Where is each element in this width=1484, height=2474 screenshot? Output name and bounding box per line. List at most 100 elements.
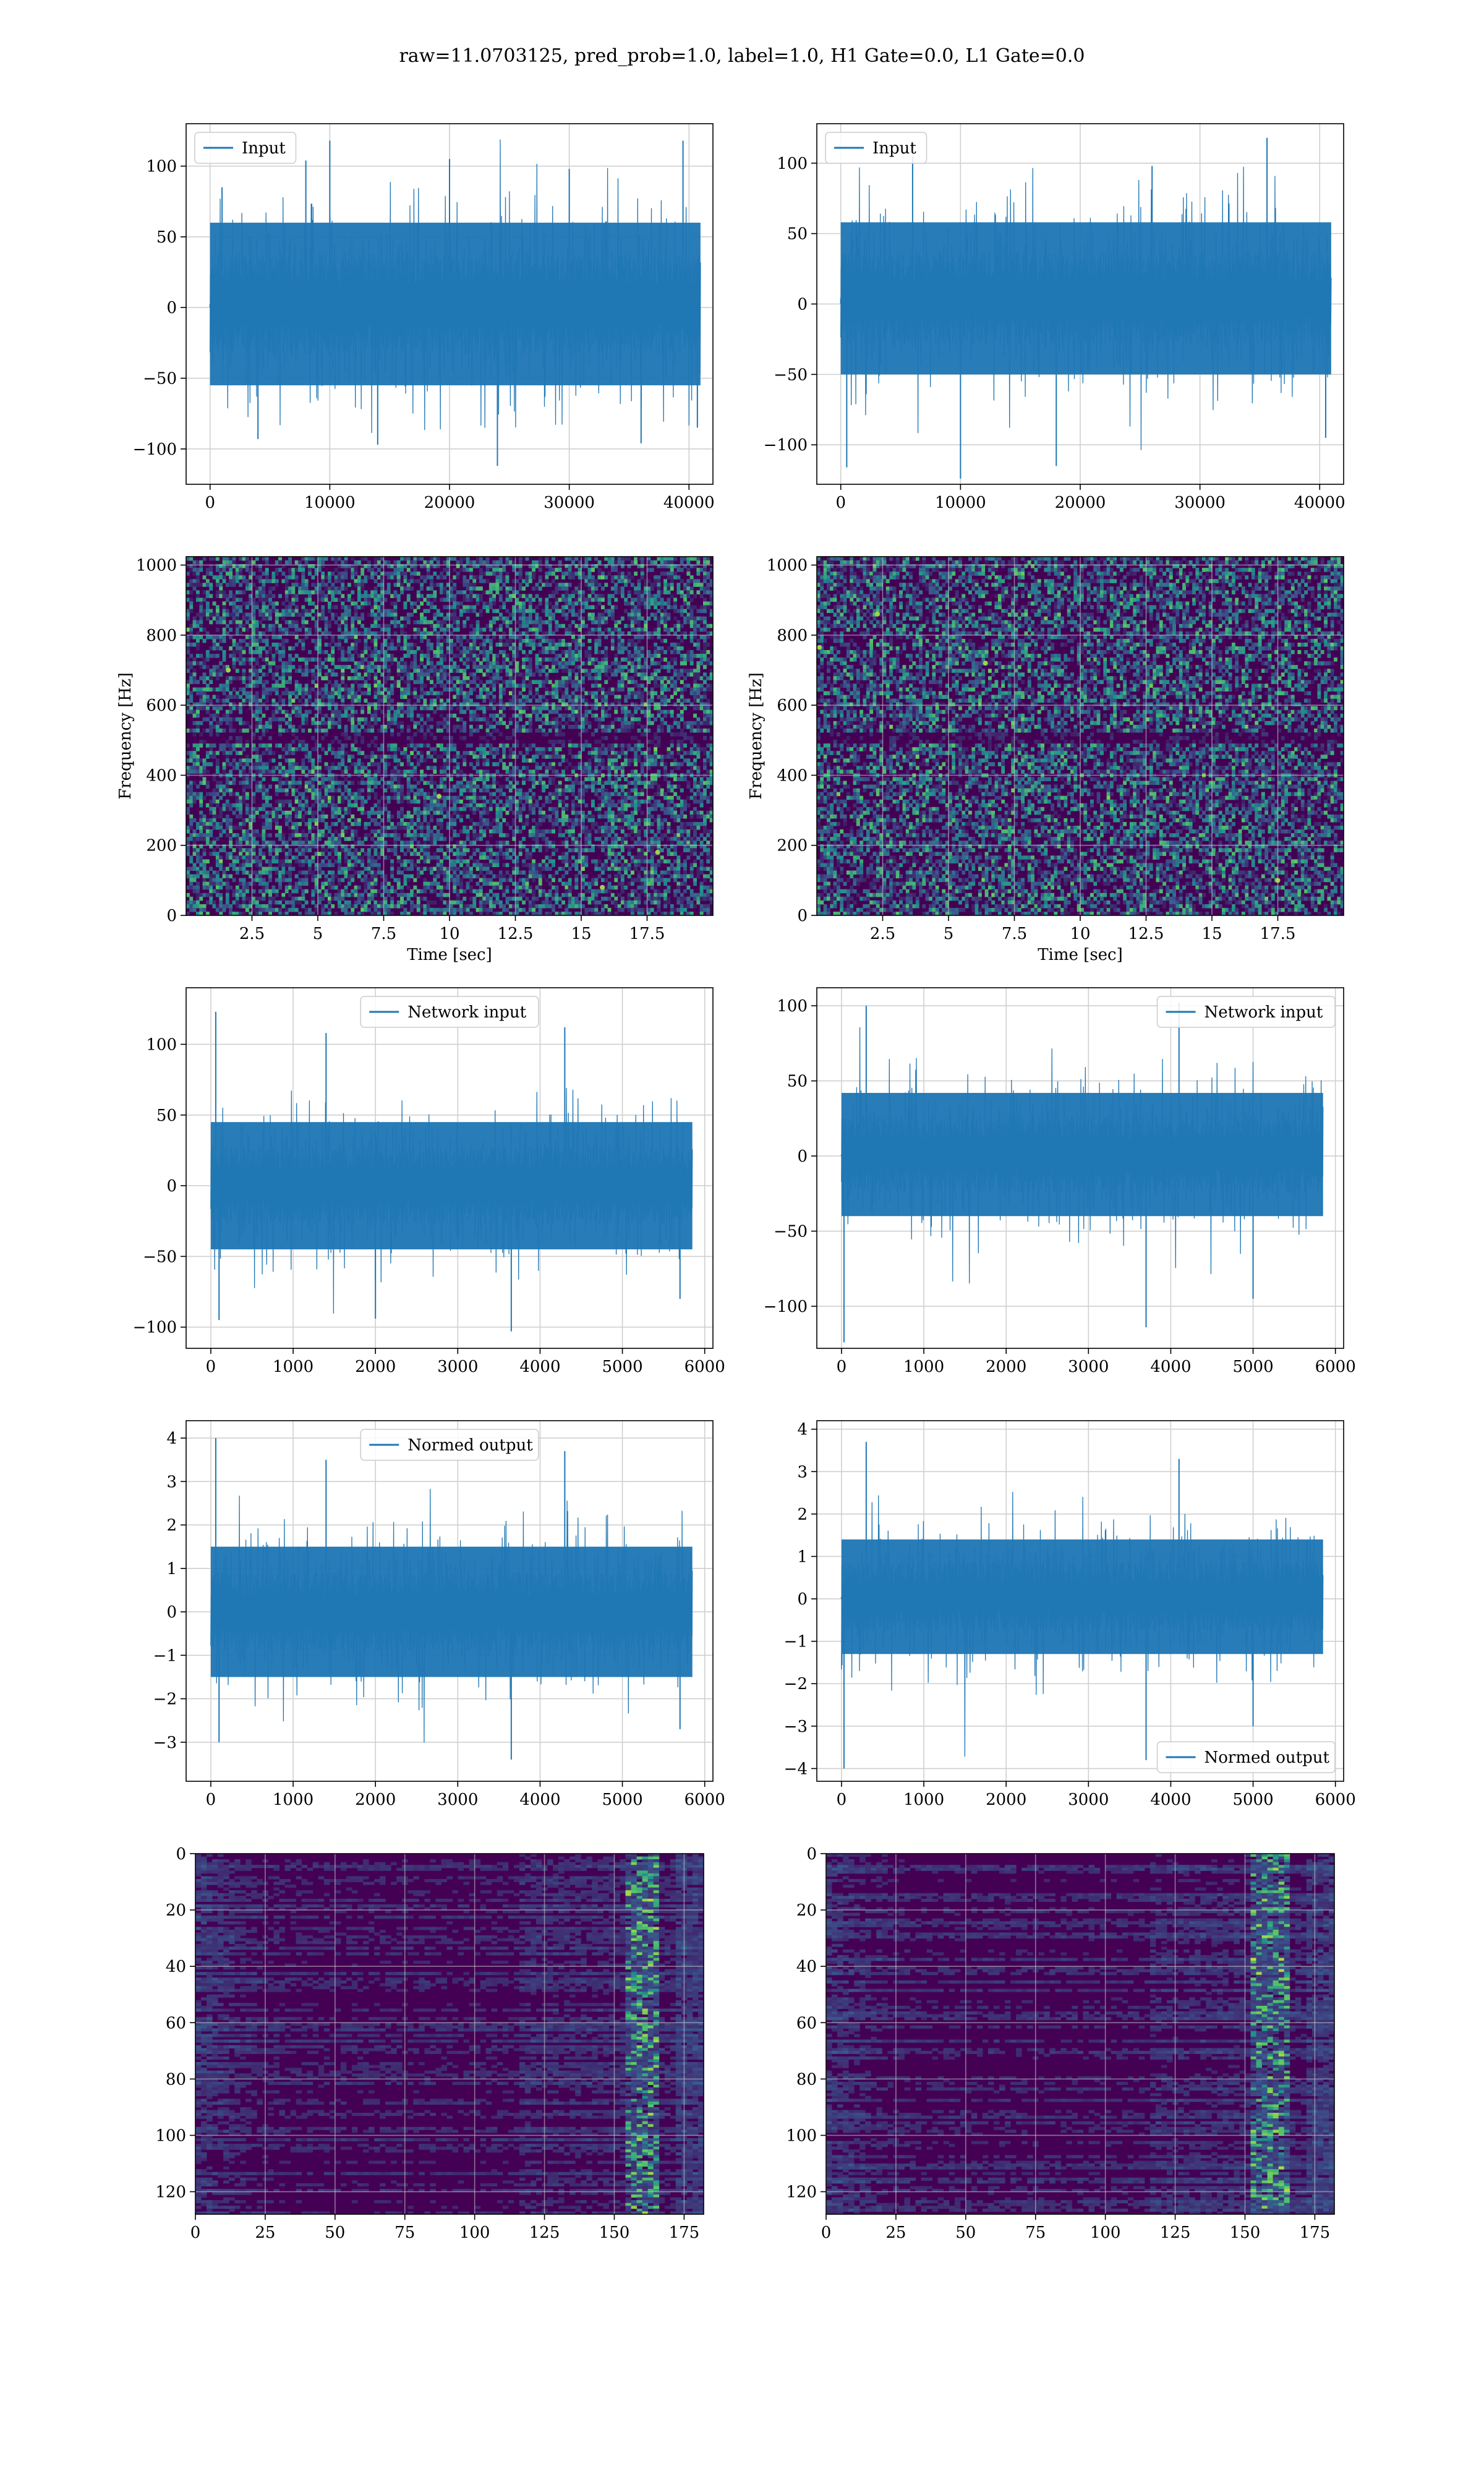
heatmap-cell bbox=[189, 601, 194, 606]
heatmap-cell bbox=[298, 586, 302, 591]
heatmap-cell bbox=[364, 575, 368, 580]
heatmap-cell bbox=[383, 654, 388, 658]
heatmap-cell bbox=[488, 698, 493, 703]
heatmap-cell bbox=[693, 654, 697, 658]
heatmap-cell bbox=[689, 669, 694, 673]
heatmap-cell bbox=[377, 616, 381, 621]
heatmap-cell bbox=[351, 597, 355, 602]
heatmap-cell bbox=[249, 657, 253, 662]
heatmap-cell bbox=[453, 683, 457, 688]
heatmap-cell bbox=[344, 713, 348, 718]
heatmap-cell bbox=[284, 747, 289, 751]
heatmap-cell bbox=[426, 597, 430, 602]
heatmap-cell bbox=[357, 631, 361, 636]
heatmap-cell bbox=[667, 597, 671, 602]
heatmap-cell bbox=[594, 695, 599, 700]
heatmap-cell bbox=[463, 575, 467, 580]
heatmap-cell bbox=[446, 564, 450, 568]
heatmap-cell bbox=[278, 762, 282, 766]
heatmap-cell bbox=[492, 661, 497, 666]
heatmap-cell bbox=[357, 575, 361, 580]
heatmap-cell bbox=[239, 571, 243, 576]
heatmap-cell bbox=[680, 695, 684, 700]
heatmap-cell bbox=[663, 616, 667, 621]
heatmap-cell bbox=[377, 680, 381, 684]
heatmap-cell bbox=[373, 564, 378, 568]
heatmap-cell bbox=[640, 669, 644, 673]
heatmap-cell bbox=[518, 683, 522, 688]
heatmap-cell bbox=[558, 643, 562, 647]
heatmap-cell bbox=[403, 557, 407, 561]
heatmap-cell bbox=[278, 631, 282, 636]
heatmap-cell bbox=[252, 702, 256, 707]
heatmap-cell bbox=[601, 631, 605, 636]
heatmap-cell bbox=[604, 654, 608, 658]
heatmap-cell bbox=[542, 631, 545, 636]
heatmap-cell bbox=[699, 583, 704, 587]
heatmap-cell bbox=[357, 597, 361, 602]
heatmap-cell bbox=[663, 612, 667, 617]
heatmap-cell bbox=[229, 717, 233, 722]
heatmap-cell bbox=[456, 620, 460, 625]
heatmap-cell bbox=[532, 620, 535, 625]
heatmap-cell bbox=[189, 605, 194, 610]
heatmap-cell bbox=[255, 638, 259, 643]
heatmap-cell bbox=[443, 605, 447, 610]
heatmap-cell bbox=[222, 728, 226, 733]
heatmap-cell bbox=[284, 691, 289, 696]
heatmap-cell bbox=[597, 676, 602, 680]
heatmap-cell bbox=[485, 751, 490, 755]
heatmap-cell bbox=[403, 564, 407, 568]
heatmap-cell bbox=[304, 597, 309, 602]
heatmap-cell bbox=[386, 627, 391, 632]
heatmap-cell bbox=[578, 755, 582, 759]
heatmap-cell bbox=[196, 661, 200, 666]
heatmap-cell bbox=[393, 560, 398, 565]
heatmap-cell bbox=[532, 609, 535, 614]
heatmap-cell bbox=[271, 657, 276, 662]
heatmap-cell bbox=[196, 724, 200, 729]
heatmap-cell bbox=[205, 698, 210, 703]
heatmap-cell bbox=[215, 594, 220, 598]
heatmap-cell bbox=[271, 627, 276, 632]
heatmap-cell bbox=[581, 571, 585, 576]
heatmap-cell bbox=[420, 728, 424, 733]
heatmap-cell bbox=[498, 623, 503, 628]
heatmap-cell bbox=[578, 724, 582, 729]
heatmap-cell bbox=[367, 743, 371, 748]
heatmap-cell bbox=[367, 654, 371, 658]
heatmap-cell bbox=[278, 635, 282, 640]
heatmap-cell bbox=[498, 568, 503, 572]
heatmap-cell bbox=[591, 620, 595, 625]
heatmap-cell bbox=[304, 743, 309, 748]
heatmap-cell bbox=[498, 586, 503, 591]
heatmap-cell bbox=[578, 743, 582, 748]
heatmap-cell bbox=[413, 755, 417, 759]
heatmap-cell bbox=[262, 728, 266, 733]
heatmap-cell bbox=[607, 669, 612, 673]
heatmap-cell bbox=[634, 560, 638, 565]
heatmap-cell bbox=[709, 683, 713, 688]
heatmap-cell bbox=[614, 687, 618, 692]
heatmap-cell bbox=[492, 751, 497, 755]
heatmap-cell bbox=[393, 594, 398, 598]
heatmap-cell bbox=[450, 676, 453, 680]
heatmap-cell bbox=[443, 669, 447, 673]
heatmap-cell bbox=[192, 583, 197, 587]
heatmap-cell bbox=[686, 751, 691, 755]
heatmap-cell bbox=[235, 676, 239, 680]
heatmap-cell bbox=[591, 691, 595, 696]
heatmap-cell bbox=[663, 698, 667, 703]
heatmap-cell bbox=[430, 601, 433, 606]
heatmap-cell bbox=[512, 605, 516, 610]
heatmap-cell bbox=[495, 680, 500, 684]
heatmap-cell bbox=[199, 597, 203, 602]
heatmap-cell bbox=[693, 623, 697, 628]
heatmap-cell bbox=[614, 698, 618, 703]
heatmap-cell bbox=[627, 669, 631, 673]
heatmap-cell bbox=[373, 687, 378, 692]
heatmap-cell bbox=[338, 657, 341, 662]
heatmap-cell bbox=[485, 680, 490, 684]
heatmap-cell bbox=[587, 758, 592, 763]
heatmap-cell bbox=[620, 657, 625, 662]
